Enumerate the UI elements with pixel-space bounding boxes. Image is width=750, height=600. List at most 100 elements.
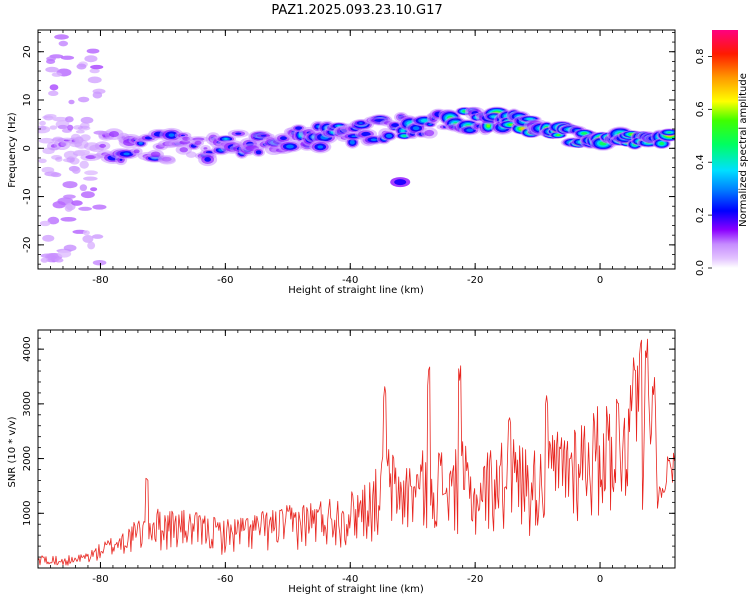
spectrogram-contour-blob xyxy=(581,132,588,135)
spectrogram-noise-blob xyxy=(79,184,88,192)
snr-y-axis-label: SNR (10 * v/v) xyxy=(7,416,18,487)
spectrogram-noise-blob xyxy=(67,124,74,131)
spectrogram-contour-blob xyxy=(359,122,363,124)
spectrogram-y-tick-label: 0 xyxy=(22,145,33,151)
colorbar-ticks: 0.0 0.2 0.4 0.6 0.8 xyxy=(695,48,712,276)
spectrogram-noise-blob xyxy=(48,90,59,97)
spectrogram-noise-blob xyxy=(44,171,59,177)
snr-x-tick-label: -20 xyxy=(467,574,483,585)
spectrogram-contour-blob xyxy=(39,126,47,131)
spectrogram-contour-blob xyxy=(79,160,89,169)
spectrogram-contour-blob xyxy=(400,129,405,133)
spectrogram-noise-blob xyxy=(82,230,90,236)
spectrogram-noise-blob xyxy=(86,48,100,54)
spectrogram-x-tick-label: -80 xyxy=(92,275,108,286)
spectrogram-noise-blob xyxy=(76,63,87,70)
snr-x-tick-label: -80 xyxy=(92,574,108,585)
spectrogram-contour-blob xyxy=(317,145,324,149)
spectrogram-plot-area xyxy=(38,30,675,269)
spectrogram-noise-blob xyxy=(78,206,93,211)
figure-title: PAZ1.2025.093.23.10.G17 xyxy=(271,3,442,18)
spectrogram-contour-blob xyxy=(203,147,208,150)
spectrogram-heatmap xyxy=(38,34,675,266)
spectrogram-contour-blob xyxy=(168,133,175,137)
spectrogram-x-tick-label: -60 xyxy=(217,275,233,286)
spectrogram-frame xyxy=(37,29,676,270)
snr-axes: -80 -60 -40 -20 0 1000 2000 3000 4000 xyxy=(22,330,676,585)
spectrogram-noise-blob xyxy=(93,130,107,135)
spectrogram-noise-blob xyxy=(45,253,59,261)
spectrogram-noise-blob xyxy=(43,115,54,121)
spectrogram-y-tick-label: 20 xyxy=(22,45,33,58)
spectrogram-noise-blob xyxy=(47,216,60,225)
spectrogram-noise-blob xyxy=(87,76,102,84)
spectrogram-contour-blob xyxy=(235,132,242,135)
spectrogram-x-tick-label: 0 xyxy=(597,275,603,286)
spectrogram-y-axis-label: Frequency (Hz) xyxy=(7,112,18,188)
snr-frame xyxy=(37,329,676,569)
spectrogram-noise-blob xyxy=(91,234,104,239)
spectrogram-y-tick-label: -10 xyxy=(22,188,33,204)
spectrogram-contour-blob xyxy=(370,138,377,142)
spectrogram-noise-blob xyxy=(49,84,59,91)
spectrogram-contour-blob xyxy=(667,131,672,134)
spectrogram-contour-blob xyxy=(486,124,490,128)
spectrogram-contour-blob xyxy=(75,129,85,134)
spectrogram-noise-blob xyxy=(87,241,96,250)
spectrogram-contour-blob xyxy=(179,147,188,153)
spectrogram-contour-blob xyxy=(349,140,355,145)
snr-x-axis-label: Height of straight line (km) xyxy=(288,584,424,595)
spectrogram-noise-blob xyxy=(60,216,77,222)
spectrogram-contour-blob xyxy=(351,135,357,138)
spectrogram-noise-blob xyxy=(51,72,63,77)
spectrogram-contour-blob xyxy=(150,151,161,157)
spectrogram-noise-blob xyxy=(92,91,103,99)
spectrogram-noise-blob xyxy=(84,55,98,63)
colorbar-tick-label: 0.2 xyxy=(695,207,706,223)
spectrogram-noise-blob xyxy=(57,124,68,130)
spectrogram-noise-blob xyxy=(54,34,69,40)
spectrogram-noise-blob xyxy=(71,166,81,174)
spectrogram-contour-blob xyxy=(556,134,560,136)
snr-panel: -80 -60 -40 -20 0 1000 2000 3000 4000 Height of … xyxy=(7,329,676,595)
spectrogram-noise-blob xyxy=(63,194,76,199)
spectrogram-panel: -80 -60 -40 -20 0 -20 -10 0 10 20 Height of strai… xyxy=(7,29,676,296)
spectrogram-noise-blob xyxy=(77,96,90,103)
colorbar-gradient xyxy=(712,30,738,268)
spectrogram-contour-blob xyxy=(361,131,371,137)
spectrogram-contour-blob xyxy=(255,150,262,155)
spectrogram-noise-blob xyxy=(45,66,59,73)
spectrogram-contour-blob xyxy=(49,125,58,130)
spectrogram-noise-blob xyxy=(80,191,95,199)
spectrogram-noise-blob xyxy=(80,116,94,124)
spectrogram-contour-blob xyxy=(659,142,665,146)
spectrogram-noise-blob xyxy=(74,149,91,156)
snr-x-tick-label: -40 xyxy=(342,574,358,585)
colorbar-tick-label: 0.8 xyxy=(695,48,706,64)
spectrogram-y-tick-label: 10 xyxy=(22,94,33,107)
spectrogram-isolated-blob-core xyxy=(394,179,407,186)
spectrogram-noise-blob xyxy=(74,136,84,144)
spectrogram-contour-blob xyxy=(51,154,63,160)
spectrogram-contour-blob xyxy=(385,133,393,138)
spectrogram-noise-blob xyxy=(54,258,64,263)
spectrogram-noise-blob xyxy=(65,116,74,123)
spectrogram-contour-blob xyxy=(466,128,474,132)
spectrogram-noise-blob xyxy=(83,176,98,181)
spectrogram-noise-blob xyxy=(90,187,98,192)
colorbar-tick-label: 0.4 xyxy=(695,154,706,170)
spectrogram-contour-blob xyxy=(80,122,90,129)
colorbar: 0.0 0.2 0.4 0.6 0.8 Normalized spectral ampl… xyxy=(695,30,749,276)
spectrogram-contour-blob xyxy=(424,129,435,137)
spectrogram-noise-blob xyxy=(52,201,66,209)
spectrogram-noise-blob xyxy=(90,64,104,70)
spectrogram-contour-blob xyxy=(38,158,47,164)
spectrogram-noise-blob xyxy=(60,55,75,60)
spectrogram-contour-blob xyxy=(280,136,287,141)
snr-series-line xyxy=(38,338,675,566)
snr-y-tick-label: 1000 xyxy=(22,501,33,526)
spectrogram-noise-blob xyxy=(71,200,83,206)
colorbar-tick-label: 0.6 xyxy=(695,101,706,117)
spectrogram-noise-blob xyxy=(63,244,77,252)
